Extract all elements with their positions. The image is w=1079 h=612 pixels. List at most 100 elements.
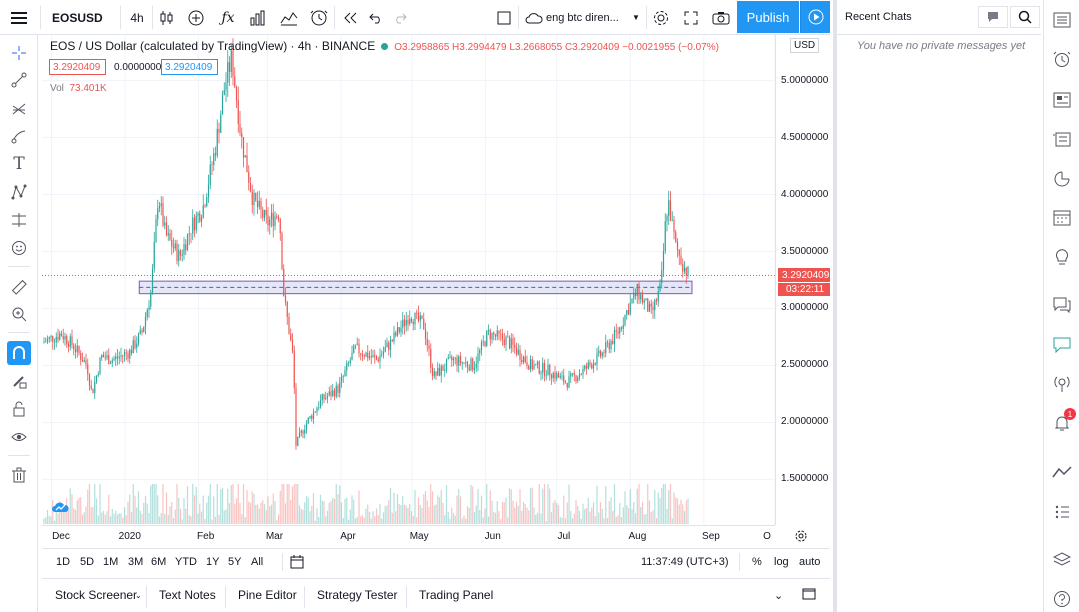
volume-bar xyxy=(326,510,329,524)
prediction-icon[interactable] xyxy=(7,208,31,232)
currency-label[interactable]: USD xyxy=(790,38,820,53)
undo-icon[interactable] xyxy=(366,4,386,31)
price-axis[interactable]: USD 5.0000000 4.5000000 4.0000000 3.5000000… xyxy=(775,35,830,525)
symbol-search[interactable]: EOSUSD xyxy=(52,10,103,25)
candle-body xyxy=(662,251,665,271)
hotlist-icon[interactable] xyxy=(1050,167,1074,191)
brush-icon[interactable] xyxy=(7,124,31,148)
candle-body xyxy=(494,334,497,337)
volume-bar xyxy=(358,490,360,524)
volume-value: 73.401K xyxy=(69,83,107,94)
templates-icon[interactable] xyxy=(278,4,300,31)
volume-bar xyxy=(606,518,609,524)
volume-bar xyxy=(659,498,661,524)
collapse-chevron-icon[interactable]: ⌄ xyxy=(774,590,784,602)
chevron-down-icon[interactable]: ▼ xyxy=(632,13,640,22)
replay-icon[interactable] xyxy=(340,4,360,31)
range-button-ytd[interactable]: YTD xyxy=(175,556,197,568)
volume-bar xyxy=(540,513,542,524)
alarm-clock-icon[interactable] xyxy=(1050,47,1074,71)
range-button-1m[interactable]: 1M xyxy=(103,556,119,568)
text-tool-icon[interactable]: T xyxy=(13,154,25,174)
lock-icon[interactable] xyxy=(7,397,31,421)
emoji-icon[interactable] xyxy=(7,236,31,260)
magnet-icon[interactable] xyxy=(7,341,31,365)
volume-bar xyxy=(389,487,392,524)
watchlist-icon[interactable] xyxy=(1050,8,1074,32)
candle-body xyxy=(270,212,273,220)
crosshair-icon[interactable] xyxy=(7,41,31,65)
broadcast-icon[interactable] xyxy=(1050,372,1074,396)
axis-settings-gear-icon[interactable] xyxy=(794,529,808,546)
camera-icon[interactable] xyxy=(710,4,732,31)
candle-style-icon[interactable] xyxy=(156,4,178,31)
range-button-6m[interactable]: 6M xyxy=(151,556,167,568)
range-button-5d[interactable]: 5D xyxy=(80,556,95,568)
buy-price-box[interactable]: 3.2920409 xyxy=(161,59,218,75)
candle-body xyxy=(249,182,252,192)
price-chart[interactable] xyxy=(42,35,775,525)
gear-icon[interactable] xyxy=(650,4,672,31)
layers-icon[interactable] xyxy=(1050,548,1074,572)
volume-bar xyxy=(496,501,498,524)
candle-body xyxy=(542,363,544,373)
eye-icon[interactable] xyxy=(7,425,31,449)
layout-name[interactable]: eng btc diren... xyxy=(546,11,619,24)
chat-search-icon[interactable] xyxy=(1010,6,1040,28)
clock-readout[interactable]: 11:37:49 (UTC+3) xyxy=(641,556,729,568)
range-button-1d[interactable]: 1D xyxy=(56,556,71,568)
compare-add-icon[interactable] xyxy=(184,4,208,31)
redo-icon[interactable] xyxy=(390,4,410,31)
calendar-icon[interactable] xyxy=(1050,205,1074,229)
fullscreen-chart-icon[interactable] xyxy=(494,4,514,31)
trash-icon[interactable] xyxy=(7,463,31,487)
tab-text-notes[interactable]: Text Notes xyxy=(159,588,216,602)
sell-price-box[interactable]: 3.2920409 xyxy=(49,59,106,75)
range-button-3m[interactable]: 3M xyxy=(128,556,144,568)
object-tree-icon[interactable] xyxy=(1050,500,1074,524)
range-button-1y[interactable]: 1Y xyxy=(206,556,220,568)
indicators-icon[interactable]: ƒx xyxy=(221,9,235,26)
new-chat-icon[interactable] xyxy=(978,6,1008,28)
zoom-in-icon[interactable] xyxy=(7,302,31,326)
financials-icon[interactable] xyxy=(247,4,269,31)
candle-body xyxy=(524,356,526,363)
interval-button[interactable]: 4h xyxy=(130,10,144,25)
ruler-icon[interactable] xyxy=(7,275,31,299)
range-button-all[interactable]: All xyxy=(251,556,264,568)
fullscreen-icon[interactable] xyxy=(680,4,702,31)
volume-bar xyxy=(356,516,358,524)
publish-button[interactable]: Publish xyxy=(737,1,799,33)
time-axis[interactable]: Dec 2020 Feb Mar Apr May Jun Jul Aug Sep O xyxy=(42,525,807,547)
tab-trading-panel[interactable]: Trading Panel xyxy=(419,588,494,602)
goto-date-icon[interactable] xyxy=(290,555,304,572)
gann-fib-icon[interactable] xyxy=(7,96,31,120)
trend-line-icon[interactable] xyxy=(7,68,31,92)
lock-pencil-icon[interactable] xyxy=(7,369,31,393)
percent-toggle[interactable]: % xyxy=(752,556,762,568)
screener-chevron-icon[interactable]: ⌄ xyxy=(135,591,142,600)
chats-icon[interactable] xyxy=(1050,333,1074,357)
candle-body xyxy=(498,330,500,334)
maximize-panel-icon[interactable] xyxy=(802,588,816,603)
log-toggle[interactable]: log xyxy=(774,556,789,568)
data-window-icon[interactable] xyxy=(1050,127,1074,151)
pattern-icon[interactable] xyxy=(7,180,31,204)
tab-stock-screener[interactable]: Stock Screener xyxy=(55,588,138,602)
news-icon[interactable] xyxy=(1050,88,1074,112)
tab-pine-editor[interactable]: Pine Editor xyxy=(238,588,297,602)
alert-clock-icon[interactable] xyxy=(308,4,330,31)
volume-bar xyxy=(402,496,404,524)
tab-strategy-tester[interactable]: Strategy Tester xyxy=(317,588,398,602)
play-icon[interactable] xyxy=(800,1,830,33)
candle-body xyxy=(218,128,220,133)
auto-toggle[interactable]: auto xyxy=(799,556,821,568)
help-icon[interactable] xyxy=(1050,587,1074,611)
stock-chart-icon[interactable] xyxy=(1050,460,1074,484)
candle-body xyxy=(673,219,675,233)
volume-bar xyxy=(640,507,642,524)
range-button-5y[interactable]: 5Y xyxy=(228,556,242,568)
streams-chat-icon[interactable] xyxy=(1050,293,1074,317)
hamburger-icon[interactable] xyxy=(6,4,32,31)
ideas-lightbulb-icon[interactable] xyxy=(1050,245,1074,269)
